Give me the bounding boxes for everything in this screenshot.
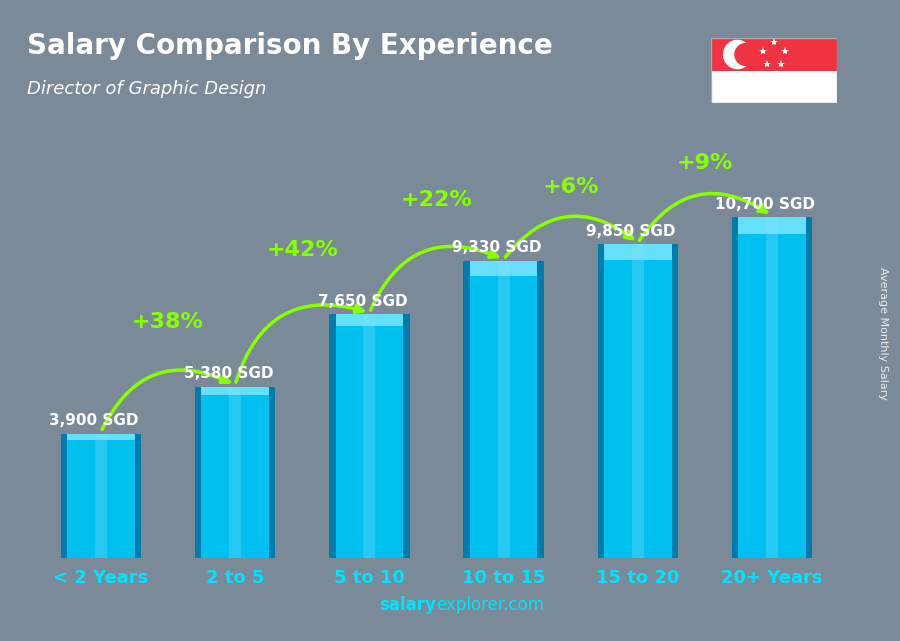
Bar (60, 433, 67, 558)
FancyBboxPatch shape (598, 244, 679, 558)
FancyBboxPatch shape (329, 314, 410, 558)
Text: Director of Graphic Design: Director of Graphic Design (27, 80, 266, 98)
Bar (738, 217, 806, 235)
Text: Average Monthly Salary: Average Monthly Salary (878, 267, 887, 400)
FancyBboxPatch shape (464, 261, 544, 558)
Bar (135, 433, 141, 558)
Bar (194, 387, 202, 558)
FancyArrowPatch shape (371, 246, 498, 310)
Text: +22%: +22% (400, 190, 472, 210)
Text: 10,700 SGD: 10,700 SGD (716, 197, 815, 212)
Bar (202, 387, 269, 395)
Bar (711, 71, 837, 103)
Text: 9,850 SGD: 9,850 SGD (587, 224, 676, 238)
Text: salary: salary (380, 595, 436, 613)
Bar (732, 217, 738, 558)
Text: +9%: +9% (677, 153, 733, 172)
Bar (67, 433, 135, 440)
FancyBboxPatch shape (60, 433, 141, 558)
FancyArrowPatch shape (506, 216, 633, 257)
Text: Salary Comparison By Experience: Salary Comparison By Experience (27, 32, 553, 60)
Circle shape (724, 40, 752, 69)
Bar (498, 261, 509, 558)
FancyArrowPatch shape (236, 305, 363, 382)
Bar (632, 244, 644, 558)
Circle shape (735, 44, 756, 65)
Bar (230, 387, 241, 558)
Bar (806, 217, 813, 558)
FancyArrowPatch shape (102, 370, 230, 429)
Text: +42%: +42% (266, 240, 338, 260)
Bar (269, 387, 275, 558)
Bar (711, 38, 837, 71)
Bar (94, 433, 107, 558)
Text: 9,330 SGD: 9,330 SGD (452, 240, 542, 255)
Bar (364, 314, 375, 558)
Bar (766, 217, 778, 558)
Text: 7,650 SGD: 7,650 SGD (318, 294, 408, 308)
Bar (403, 314, 410, 558)
Text: +6%: +6% (543, 177, 599, 197)
Text: 3,900 SGD: 3,900 SGD (50, 413, 139, 428)
Bar (470, 261, 537, 276)
FancyBboxPatch shape (194, 387, 275, 558)
Bar (604, 244, 671, 260)
FancyBboxPatch shape (732, 217, 813, 558)
Bar (537, 261, 544, 558)
Bar (329, 314, 336, 558)
Bar (598, 244, 604, 558)
Text: 5,380 SGD: 5,380 SGD (184, 366, 273, 381)
Bar (464, 261, 470, 558)
FancyArrowPatch shape (639, 194, 767, 240)
Bar (671, 244, 679, 558)
Text: +38%: +38% (132, 312, 204, 333)
Text: explorer.com: explorer.com (436, 595, 544, 613)
Bar (336, 314, 403, 326)
